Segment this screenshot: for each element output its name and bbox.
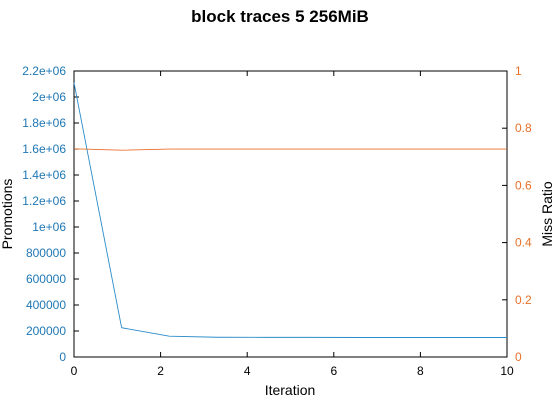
y-left-tick-label-1: 200000 — [26, 324, 66, 338]
chart-title: block traces 5 256MiB — [191, 7, 369, 26]
y-left-tick-label-8: 1.6e+06 — [22, 142, 66, 156]
y-left-tick-label-4: 800000 — [26, 246, 66, 260]
series-group — [73, 82, 507, 338]
y-left-tick-label-0: 0 — [59, 350, 66, 364]
y-right-tick-label-4: 0.8 — [515, 121, 532, 135]
y-left-tick-label-3: 600000 — [26, 272, 66, 286]
y-left-tick-label-6: 1.2e+06 — [22, 194, 66, 208]
y-left-tick-label-9: 1.8e+06 — [22, 116, 66, 130]
series-line-left — [73, 82, 507, 338]
y-left-ticks: 0 200000 400000 600000 800000 1e+06 1.2e+06 1.4… — [22, 64, 79, 364]
x-ticks: 0 2 4 6 8 10 — [71, 71, 514, 378]
x-tick-label-2: 4 — [244, 364, 251, 378]
y-left-tick-label-5: 1e+06 — [32, 220, 66, 234]
series-line-right — [73, 148, 507, 151]
x-axis-label: Iteration — [265, 382, 316, 398]
y-right-ticks: 0 0.2 0.4 0.6 0.8 1 — [502, 64, 532, 364]
x-tick-label-3: 6 — [330, 364, 337, 378]
x-tick-label-1: 2 — [157, 364, 164, 378]
y-axis-left-label: Promotions — [0, 179, 15, 250]
y-right-tick-label-5: 1 — [515, 64, 522, 78]
y-right-tick-label-3: 0.6 — [515, 178, 532, 192]
y-right-tick-label-2: 0.4 — [515, 236, 532, 250]
plot-frame — [73, 70, 508, 358]
y-left-tick-label-10: 2e+06 — [32, 90, 66, 104]
y-right-tick-label-1: 0.2 — [515, 293, 532, 307]
x-tick-label-0: 0 — [71, 364, 78, 378]
x-tick-label-5: 10 — [500, 364, 514, 378]
y-right-tick-label-0: 0 — [515, 350, 522, 364]
y-axis-right-label: Miss Ratio — [539, 181, 555, 247]
y-left-tick-label-11: 2.2e+06 — [22, 64, 66, 78]
y-left-tick-label-2: 400000 — [26, 298, 66, 312]
x-tick-label-4: 8 — [417, 364, 424, 378]
y-left-tick-label-7: 1.4e+06 — [22, 168, 66, 182]
